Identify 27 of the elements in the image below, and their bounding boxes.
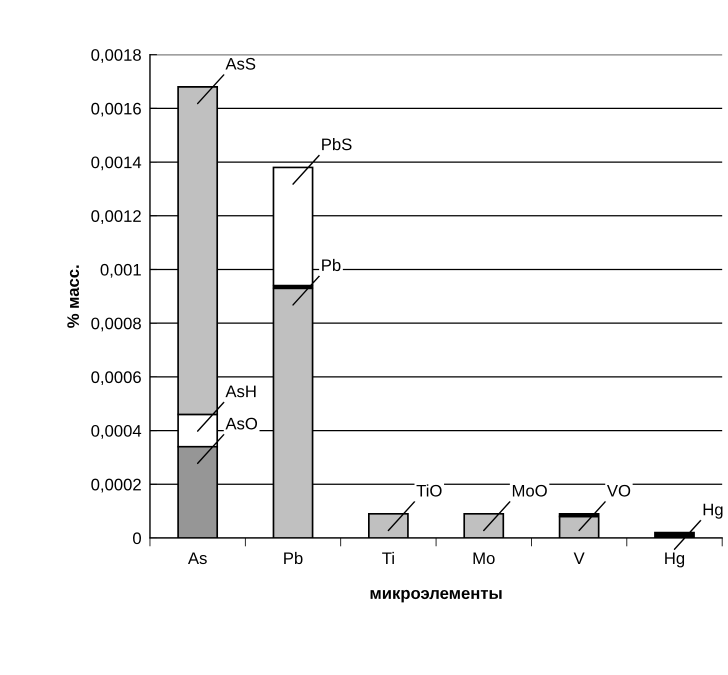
annotation: VO	[606, 484, 630, 497]
y-tick-label: 0,0004	[91, 424, 142, 439]
annotation: AsH	[225, 386, 256, 398]
annotation: Hg	[704, 504, 722, 519]
y-tick-label: 0	[133, 532, 141, 544]
y-tick-label: 0,0006	[91, 371, 141, 386]
y-tick-label: 0,001	[100, 264, 141, 278]
annotation: PbS	[322, 138, 352, 150]
x-tick-label: Ti	[382, 552, 394, 564]
annotation: AsO	[225, 418, 258, 430]
x-tick-label: V	[574, 552, 585, 564]
y-tick-label: 0,0016	[91, 102, 141, 117]
annotation: AsS	[225, 58, 256, 70]
annotation: MoO	[512, 484, 547, 497]
y-axis-title: % масс.	[67, 265, 80, 328]
y-tick-label: 0,0008	[91, 318, 141, 332]
y-tick-label: 0,0012	[91, 210, 141, 224]
x-axis-title: микроэлементы	[370, 590, 502, 602]
annotation: TiO	[416, 484, 442, 497]
y-tick-label: 0,0002	[91, 478, 141, 492]
y-tick-label: 0,0014	[91, 156, 142, 170]
x-tick-label: Hg	[665, 552, 684, 568]
x-tick-label: Mo	[474, 552, 495, 564]
x-tick-label: As	[188, 552, 207, 564]
x-tick-label: Pb	[284, 552, 303, 564]
y-tick-label: 0,0018	[91, 49, 141, 63]
annotation: Pb	[322, 258, 340, 272]
